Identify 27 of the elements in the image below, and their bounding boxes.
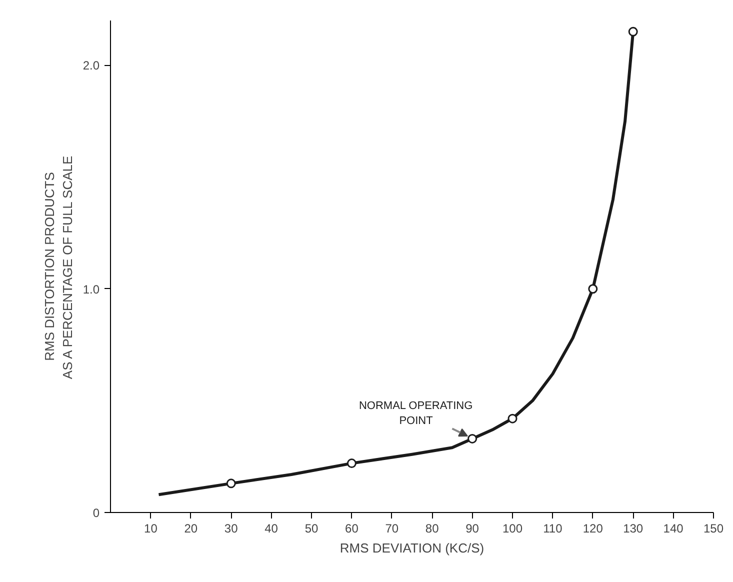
x-tick-label: 70: [385, 522, 399, 536]
point: [346, 458, 356, 468]
annotation: NORMAL OPERATING POINT: [358, 400, 473, 427]
x-tick-label: 100: [502, 522, 523, 536]
point: [226, 478, 236, 488]
x-tick-label: 40: [264, 522, 278, 536]
x-tick-label: 10: [144, 522, 158, 536]
x-tick-label: 60: [345, 522, 359, 536]
x-tick-label: 90: [466, 522, 480, 536]
y-axis-title: RMS DISTORTION PRODUCTS AS A PERCENTAGE OF FULL SCALE: [42, 156, 75, 380]
point: [588, 284, 598, 294]
x-tick-label: 150: [703, 522, 724, 536]
y-tick-label: 1.0: [82, 282, 100, 296]
point: [508, 414, 518, 424]
x-tick-label: 20: [184, 522, 198, 536]
x-tick-label: 110: [543, 522, 563, 536]
x-tick-label: 50: [304, 522, 318, 536]
x-axis-title: RMS DEVIATION (KC/S): [340, 540, 484, 556]
y-tick-label: 2.0: [82, 58, 100, 73]
y-tick-label: 0: [92, 506, 100, 520]
x-tick-label: 140: [663, 522, 684, 536]
x-tick-label: 130: [623, 522, 644, 536]
x-tick-label: 80: [425, 522, 440, 536]
x-tick-label: 120: [582, 522, 604, 536]
x-tick-label: 30: [224, 522, 238, 536]
point: [468, 434, 478, 444]
point: [628, 26, 638, 36]
